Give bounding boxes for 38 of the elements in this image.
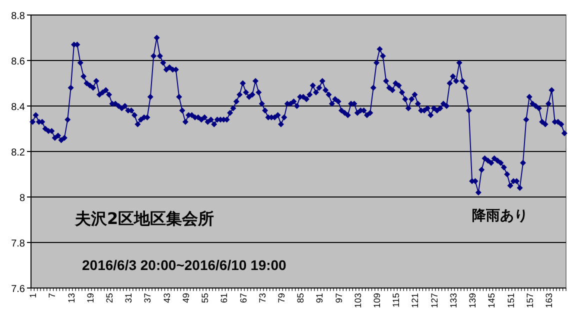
- y-tick-label: 8.6: [11, 56, 26, 68]
- x-tick-label: 7: [47, 293, 58, 298]
- x-tick-label: 91: [314, 293, 325, 304]
- x-tick-label: 133: [448, 293, 458, 308]
- y-tick-label: 8.4: [11, 102, 26, 113]
- x-tick-label: 109: [372, 293, 382, 308]
- x-tick-label: 151: [506, 293, 516, 308]
- x-tick-label: 157: [524, 293, 535, 308]
- x-tick-label: 55: [200, 293, 210, 304]
- text: 2016/6/3 20:00~2016/6/10 19:00: [82, 257, 287, 273]
- x-tick-label: 61: [219, 293, 230, 304]
- y-tick-label: 7.8: [11, 238, 26, 250]
- y-tick-label: 7.6: [11, 284, 26, 295]
- y-tick-label: 8.2: [11, 148, 26, 158]
- text: 夫沢2区地区集会所: [74, 209, 214, 228]
- x-tick-label: 19: [85, 293, 96, 304]
- x-tick-label: 37: [142, 293, 153, 304]
- x-tick-label: 49: [180, 293, 191, 304]
- x-tick-label: 1: [28, 293, 38, 298]
- x-tick-label: 121: [410, 293, 420, 308]
- x-tick-label: 13: [66, 293, 76, 304]
- x-tick-label: 103: [352, 293, 363, 308]
- x-tick-label: 43: [162, 293, 172, 304]
- x-tick-label: 67: [238, 293, 248, 304]
- x-tick-label: 139: [468, 293, 478, 308]
- x-tick-label: 97: [334, 293, 344, 304]
- x-tick-label: 79: [276, 293, 286, 304]
- x-tick-label: 31: [124, 293, 134, 304]
- y-tick-label: 8.8: [11, 11, 26, 22]
- y-tick-label: 8: [19, 193, 26, 204]
- x-tick-label: 145: [486, 293, 497, 308]
- x-tick-label: 127: [429, 293, 440, 308]
- x-tick-label: 73: [257, 293, 268, 304]
- x-tick-label: 115: [391, 293, 402, 308]
- annotation: 降雨あり: [472, 208, 528, 224]
- x-tick-label: 85: [296, 293, 306, 304]
- x-tick-label: 25: [104, 293, 115, 304]
- x-tick-label: 163: [544, 293, 554, 308]
